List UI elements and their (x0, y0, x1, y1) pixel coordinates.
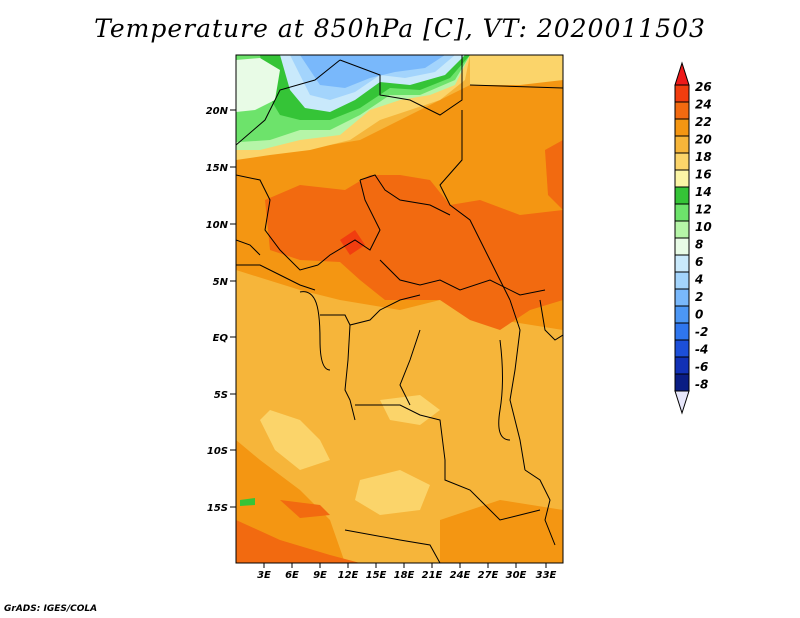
legend-label: 14 (695, 185, 712, 199)
legend-label: 22 (695, 115, 712, 129)
legend-label: -2 (695, 325, 708, 339)
lon-label-24e: 24E (450, 570, 471, 581)
map-frame (235, 54, 564, 564)
legend-arrow-bottom (674, 390, 690, 415)
lon-label-6e: 6E (285, 570, 299, 581)
lat-label-5n: 5N (213, 277, 229, 288)
lat-axis: 20N 15N 10N 5N EQ 5S 10S 15S (206, 106, 236, 514)
lon-tick-marks (263, 563, 547, 568)
legend-label: 20 (695, 132, 712, 146)
lat-label-eq: EQ (213, 333, 229, 344)
legend-arrow-top (674, 61, 690, 86)
legend-label: 24 (695, 97, 712, 111)
legend-swatch (674, 271, 690, 290)
legend-label: 6 (695, 255, 703, 269)
lon-label-9e: 9E (313, 570, 327, 581)
legend-swatch (674, 203, 690, 222)
lat-label-15s: 15S (207, 503, 228, 514)
legend-label: -8 (695, 377, 708, 391)
legend-swatch (674, 254, 690, 273)
lat-label-10s: 10S (207, 446, 228, 457)
legend-label: 16 (695, 167, 712, 181)
legend-label: 18 (695, 150, 712, 164)
legend-swatch (674, 237, 690, 256)
legend-swatch (674, 169, 690, 188)
legend-swatch (674, 288, 690, 307)
legend-swatch (674, 356, 690, 375)
chart-title: Temperature at 850hPa [C], VT: 202001150… (94, 14, 706, 43)
legend-swatch (674, 152, 690, 171)
legend-swatch (674, 339, 690, 358)
lon-label-27e: 27E (478, 570, 499, 581)
legend-swatch (674, 322, 690, 341)
legend-label: -6 (695, 360, 708, 374)
legend-swatch (674, 135, 690, 154)
legend-swatch (674, 84, 690, 103)
lat-label-20n: 20N (206, 106, 229, 117)
lon-label-12e: 12E (338, 570, 359, 581)
grads-credit: GrADS: IGES/COLA (4, 604, 98, 614)
legend-label: 4 (694, 272, 703, 286)
lon-label-3e: 3E (257, 570, 271, 581)
legend-swatch (674, 101, 690, 120)
lon-label-30e: 30E (506, 570, 527, 581)
lon-label-33e: 33E (536, 570, 557, 581)
legend-label: 26 (695, 80, 712, 94)
legend-label: 12 (695, 202, 712, 216)
lon-label-21e: 21E (422, 570, 443, 581)
legend-swatch (674, 373, 690, 392)
lat-tick-marks (230, 109, 236, 508)
lat-label-5s: 5S (214, 390, 228, 401)
temperature-field (236, 55, 563, 563)
lon-label-15e: 15E (366, 570, 387, 581)
legend-label: 8 (695, 237, 703, 251)
lon-label-18e: 18E (394, 570, 415, 581)
legend-swatch (674, 118, 690, 137)
lat-label-15n: 15N (206, 163, 229, 174)
legend-swatch (674, 305, 690, 324)
legend-swatch (674, 186, 690, 205)
legend-label: 2 (695, 290, 703, 304)
legend-label: -4 (695, 342, 708, 356)
legend-label: 0 (695, 307, 703, 321)
lon-axis: 3E 6E 9E 12E 15E 18E 21E 24E 27E 30E 33E (257, 563, 557, 581)
lat-label-10n: 10N (206, 220, 229, 231)
legend-swatch (674, 220, 690, 239)
country-borders (236, 55, 563, 563)
legend-label: 10 (695, 220, 712, 234)
